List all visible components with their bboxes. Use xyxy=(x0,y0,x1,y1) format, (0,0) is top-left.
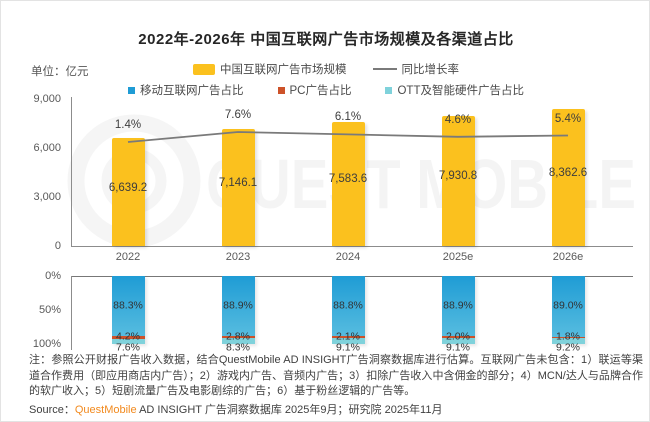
legend-row-primary: 中国互联网广告市场规模 同比增长率 xyxy=(1,61,649,77)
legend-pc-label: PC广告占比 xyxy=(289,85,352,97)
growth-rate-label: 6.1% xyxy=(334,111,362,124)
market-y-tick-label: 9,000 xyxy=(33,93,61,105)
share-chart-y-axis xyxy=(71,276,72,350)
market-chart-x-axis xyxy=(71,246,633,247)
share-segment-ott-2023 xyxy=(221,338,255,344)
mobile-share-label: 88.9% xyxy=(223,299,253,312)
mobile-share-label: 88.9% xyxy=(443,299,473,312)
market-bar-value-label: 6,639.2 xyxy=(108,181,148,194)
unit-label: 单位：亿元 xyxy=(31,66,89,78)
growth-line-swatch-icon xyxy=(372,67,397,71)
category-label-2024: 2024 xyxy=(335,251,361,263)
category-label-2025e: 2025e xyxy=(442,251,474,263)
share-segment-pc-2024 xyxy=(331,336,365,338)
category-label-2026e: 2026e xyxy=(552,251,584,263)
share-segment-pc-2022 xyxy=(111,336,145,339)
share-segment-ott-2026e xyxy=(551,337,585,344)
ott-share-label: 9.1% xyxy=(336,341,360,354)
market-bar-value-label: 7,146.1 xyxy=(218,177,258,190)
legend-market-size: 中国互联网广告市场规模 xyxy=(193,61,347,77)
category-label-2022: 2022 xyxy=(115,251,141,263)
mobile-share-label: 88.8% xyxy=(333,299,363,312)
source-line: Source：QuestMobile AD INSIGHT 广告洞察数据库 20… xyxy=(29,401,643,417)
share-segment-mobile-2024 xyxy=(331,276,365,337)
legend-pc-share: PC广告占比 xyxy=(277,82,352,98)
market-bar-2023 xyxy=(221,129,255,246)
market-y-tick-label: 6,000 xyxy=(33,142,61,154)
mobile-share-swatch-icon xyxy=(128,86,135,94)
market-y-tick-label: 3,000 xyxy=(33,191,61,203)
ott-share-label: 7.6% xyxy=(116,341,140,354)
legend-growth-rate: 同比增长率 xyxy=(372,61,460,77)
legend-ott-share: OTT及智能硬件广告占比 xyxy=(385,82,524,98)
legend-mobile-label: 移动互联网广告占比 xyxy=(140,85,244,97)
share-y-tick-label: 100% xyxy=(32,338,61,350)
ott-share-label: 9.2% xyxy=(556,341,580,354)
pc-share-swatch-icon xyxy=(277,86,285,94)
legend-row-channels: 移动互联网广告占比 PC广告占比 OTT及智能硬件广告占比 xyxy=(1,82,649,98)
page-title: 2022年-2026年 中国互联网广告市场规模及各渠道占比 xyxy=(138,31,514,48)
market-bar-value-label: 7,930.8 xyxy=(438,170,478,183)
share-segment-ott-2024 xyxy=(331,337,365,344)
pc-share-label: 2.1% xyxy=(336,330,360,343)
share-segment-ott-2022 xyxy=(111,338,145,345)
mobile-share-label: 88.3% xyxy=(113,299,143,312)
source-brand: QuestMobile xyxy=(74,404,137,416)
growth-rate-label: 5.4% xyxy=(554,112,582,125)
share-y-tick-label: 0% xyxy=(45,270,61,282)
source-rest: AD INSIGHT 广告洞察数据库 2025年9月；研究院 2025年11月 xyxy=(136,404,443,416)
ott-share-swatch-icon xyxy=(385,86,393,94)
share-segment-ott-2025e xyxy=(441,337,475,344)
ott-share-label: 9.1% xyxy=(446,341,470,354)
legend-mobile-share: 移动互联网广告占比 xyxy=(128,82,244,98)
share-segment-pc-2026e xyxy=(551,336,585,338)
legend-market-label: 中国互联网广告市场规模 xyxy=(220,64,347,76)
pc-share-label: 2.0% xyxy=(446,330,470,343)
pc-share-label: 4.2% xyxy=(116,330,140,343)
pc-share-label: 2.8% xyxy=(226,330,250,343)
share-segment-pc-2023 xyxy=(221,336,255,339)
market-bar-2022 xyxy=(111,137,145,246)
note-text: 注：参照公开财报广告收入数据，结合QuestMobile AD INSIGHT广… xyxy=(29,354,643,397)
market-bar-2026e xyxy=(551,109,585,246)
growth-rate-label: 4.6% xyxy=(444,113,472,126)
share-segment-mobile-2023 xyxy=(221,276,255,337)
market-bar-2024 xyxy=(331,122,365,246)
growth-rate-label: 1.4% xyxy=(114,119,142,131)
share-segment-mobile-2022 xyxy=(111,276,145,337)
market-chart-y-axis xyxy=(71,97,72,246)
share-segment-mobile-2026e xyxy=(551,276,585,337)
market-size-swatch-icon xyxy=(193,63,215,75)
source-prefix: Source： xyxy=(29,404,75,416)
mobile-share-label: 89.0% xyxy=(553,299,583,312)
share-y-tick-label: 50% xyxy=(38,304,61,316)
growth-rate-label: 7.6% xyxy=(224,108,252,121)
market-y-tick-label: 0 xyxy=(54,240,61,252)
market-bar-2025e xyxy=(441,116,475,246)
share-segment-pc-2025e xyxy=(441,336,475,338)
market-bar-value-label: 7,583.6 xyxy=(328,173,368,186)
legend-ott-label: OTT及智能硬件广告占比 xyxy=(397,85,524,97)
legend-growth-label: 同比增长率 xyxy=(401,64,460,76)
ott-share-label: 8.3% xyxy=(226,341,250,354)
pc-share-label: 1.8% xyxy=(556,330,580,343)
share-segment-mobile-2025e xyxy=(441,276,475,337)
category-label-2023: 2023 xyxy=(225,251,251,263)
market-bar-value-label: 8,362.6 xyxy=(548,166,588,179)
